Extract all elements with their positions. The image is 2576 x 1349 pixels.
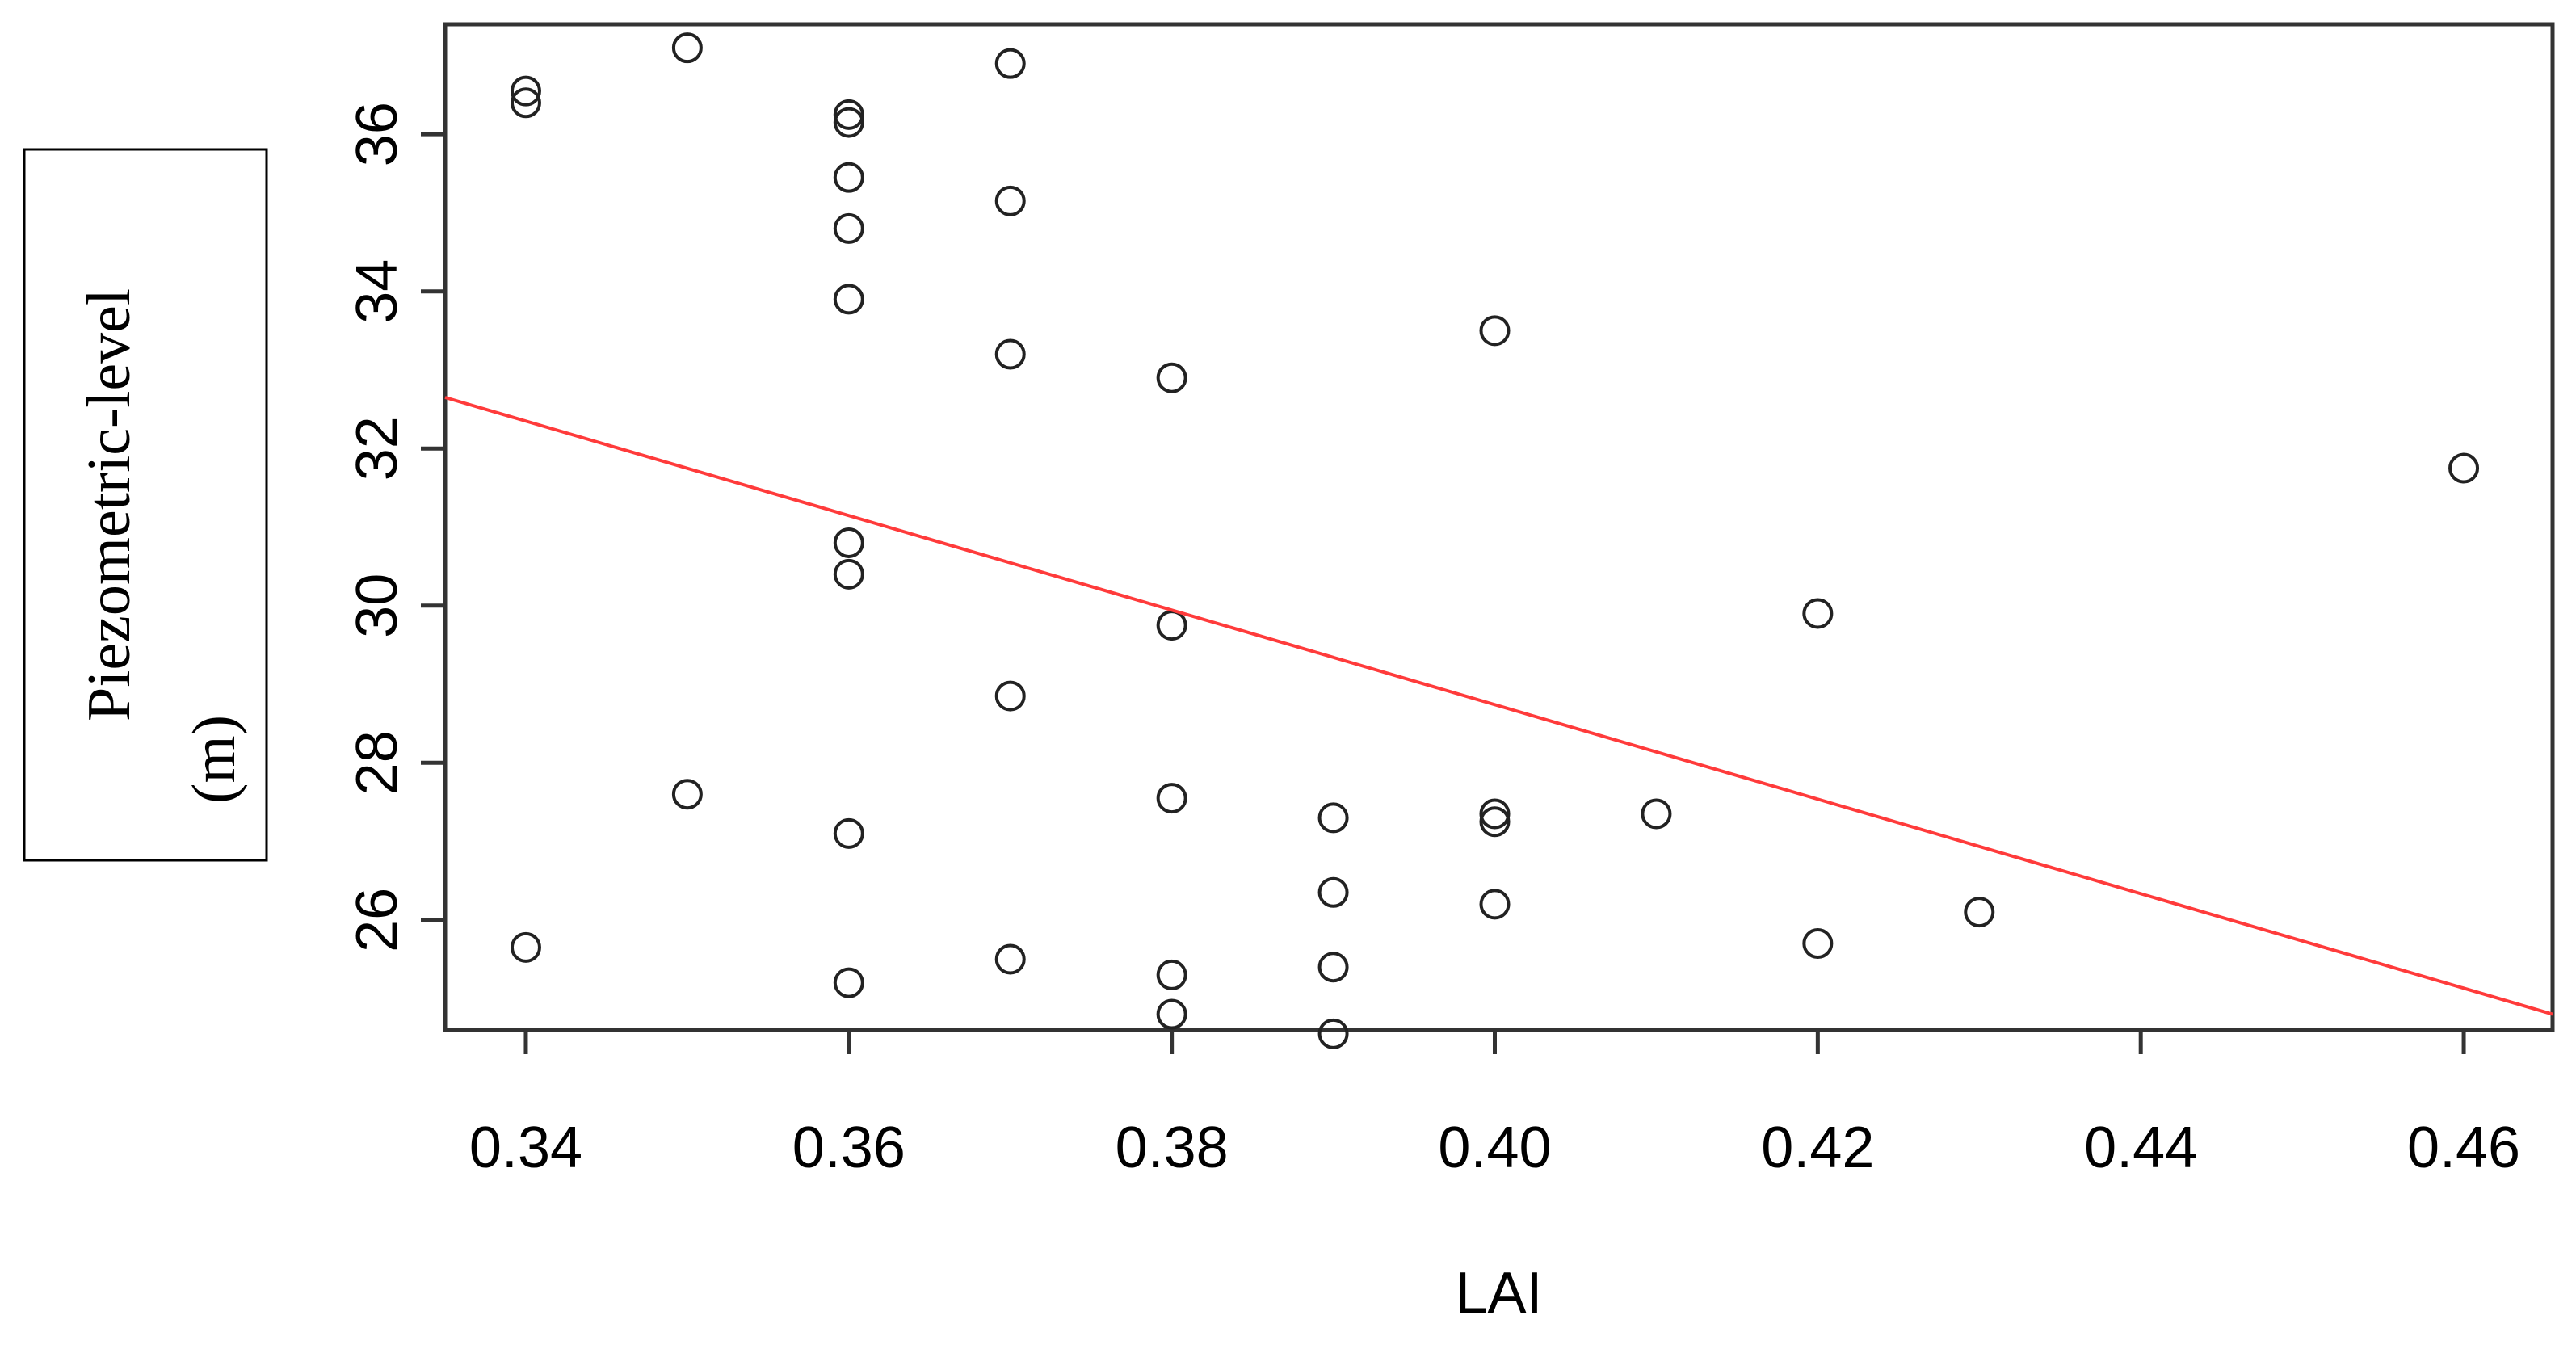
- y-tick-label: 28: [345, 730, 410, 795]
- data-point: [833, 107, 864, 138]
- data-point: [994, 943, 1026, 975]
- data-points: [510, 32, 2480, 1049]
- data-point: [510, 931, 541, 963]
- data-point: [1802, 598, 1834, 629]
- data-point: [1964, 897, 1995, 928]
- data-point: [1317, 802, 1349, 834]
- data-point: [1479, 798, 1511, 830]
- y-tick-label: 36: [345, 102, 410, 166]
- data-point: [1802, 928, 1834, 960]
- data-point: [994, 185, 1026, 216]
- data-point: [994, 338, 1026, 370]
- data-point: [1317, 952, 1349, 983]
- data-point: [671, 32, 703, 64]
- data-point: [671, 779, 703, 810]
- y-axis: 26 28 30 32 34 36: [345, 102, 445, 952]
- x-tick-label: 0.34: [469, 1116, 582, 1180]
- data-point: [833, 558, 864, 590]
- x-axis: 0.34 0.36 0.38 0.40 0.42 0.44 0.46: [469, 1030, 2520, 1180]
- data-point: [833, 967, 864, 998]
- y-axis-title-box: [23, 148, 268, 862]
- data-point: [833, 162, 864, 193]
- data-point: [994, 680, 1026, 712]
- data-point: [833, 99, 864, 130]
- y-tick-label: 30: [345, 574, 410, 638]
- data-point: [994, 48, 1026, 79]
- data-point: [1479, 806, 1511, 838]
- x-tick-label: 0.36: [792, 1116, 906, 1180]
- data-point: [1317, 876, 1349, 908]
- data-point: [833, 527, 864, 558]
- data-point: [510, 75, 541, 107]
- data-point: [833, 212, 864, 244]
- data-point: [833, 284, 864, 315]
- data-point: [1156, 998, 1187, 1030]
- data-point: [1479, 315, 1511, 347]
- x-tick-label: 0.40: [1438, 1116, 1551, 1180]
- x-tick-label: 0.46: [2407, 1116, 2520, 1180]
- plot-frame: [443, 22, 2555, 1032]
- y-tick-label: 34: [345, 259, 410, 324]
- data-point: [1641, 798, 1672, 830]
- y-tick-label: 26: [345, 888, 410, 952]
- regression-line-layer: [444, 396, 2553, 1016]
- data-point: [1479, 889, 1511, 920]
- x-tick-label: 0.44: [2084, 1116, 2197, 1180]
- y-axis-title-line1: Piezometric-level: [75, 288, 143, 721]
- x-tick-label: 0.38: [1116, 1116, 1229, 1180]
- data-point: [1156, 959, 1187, 990]
- data-point: [510, 87, 541, 119]
- data-point: [1317, 1018, 1349, 1049]
- data-point: [2448, 452, 2480, 484]
- data-point: [1156, 362, 1187, 393]
- x-axis-title: LAI: [1455, 1261, 1542, 1326]
- y-tick-label: 32: [345, 416, 410, 481]
- data-point: [1156, 783, 1187, 814]
- y-axis-title-line2: (m): [180, 715, 248, 804]
- data-point: [833, 817, 864, 849]
- x-tick-label: 0.42: [1761, 1116, 1874, 1180]
- regression-line: [444, 396, 2553, 1016]
